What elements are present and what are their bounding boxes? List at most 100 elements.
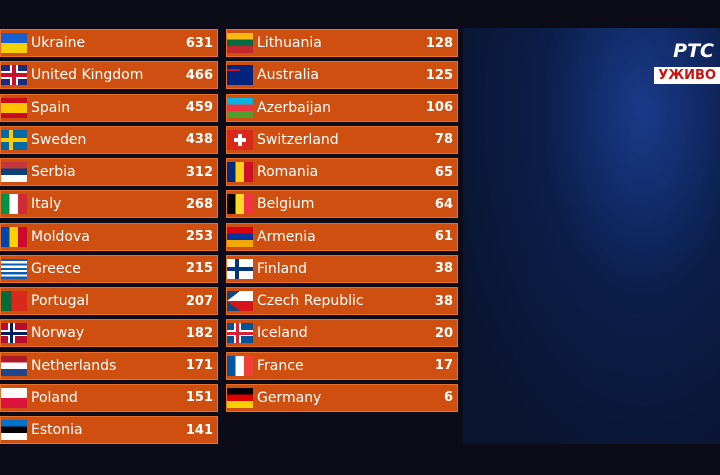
points: 459 bbox=[185, 100, 213, 115]
country-name: Serbia bbox=[31, 164, 76, 180]
points: 466 bbox=[185, 67, 213, 83]
country-name: Estonia bbox=[31, 422, 83, 438]
points: 438 bbox=[185, 132, 213, 148]
scoreboard-row: Armenia 61 bbox=[226, 222, 458, 251]
scoreboard-row: Germany 6 bbox=[226, 383, 458, 412]
scoreboard-row: Azerbaijan 106 bbox=[226, 93, 458, 122]
scoreboard-row: Greece 215 bbox=[0, 254, 218, 283]
country-name: France bbox=[257, 357, 304, 374]
points: 20 bbox=[434, 325, 453, 341]
moldova-flag-icon bbox=[1, 226, 27, 247]
finland-flag-icon bbox=[227, 258, 253, 279]
netherlands-flag-icon bbox=[1, 355, 27, 376]
points: 65 bbox=[434, 164, 453, 180]
scoreboard-row: Serbia 312 bbox=[0, 158, 218, 186]
scoreboard-row: Finland 38 bbox=[226, 254, 458, 283]
points: 253 bbox=[185, 229, 213, 244]
points: 38 bbox=[434, 261, 453, 277]
scoreboard-row: Romania 65 bbox=[226, 158, 458, 186]
australia-flag-icon bbox=[227, 65, 253, 86]
scoreboard-row: Australia 125 bbox=[226, 61, 458, 90]
country-name: Italy bbox=[31, 196, 62, 213]
uk-flag-icon bbox=[1, 65, 27, 86]
points: 17 bbox=[434, 358, 453, 373]
scoreboard-row: Belgium 64 bbox=[226, 190, 458, 219]
scoreboard-row: United Kingdom 466 bbox=[0, 61, 218, 90]
country-name: Greece bbox=[31, 260, 81, 277]
serbia-flag-icon bbox=[1, 162, 27, 182]
ukraine-flag-icon bbox=[1, 33, 27, 53]
points: 125 bbox=[425, 67, 453, 83]
points: 78 bbox=[434, 132, 453, 148]
country-name: Ukraine bbox=[31, 35, 86, 51]
country-name: Czech Republic bbox=[257, 293, 364, 309]
country-name: Sweden bbox=[31, 131, 87, 148]
country-name: Poland bbox=[31, 389, 78, 406]
country-name: Lithuania bbox=[257, 35, 322, 51]
scoreboard-row: Italy 268 bbox=[0, 190, 218, 219]
spain-flag-icon bbox=[1, 97, 27, 118]
country-name: Netherlands bbox=[31, 357, 117, 374]
scoreboard-row: Estonia 141 bbox=[0, 416, 218, 444]
points: 64 bbox=[434, 196, 453, 212]
rts-logo: РТС bbox=[673, 40, 714, 62]
romania-flag-icon bbox=[227, 162, 253, 182]
lithuania-flag-icon bbox=[227, 33, 253, 53]
country-name: Armenia bbox=[257, 228, 316, 245]
scoreboard-row: Lithuania 128 bbox=[226, 29, 458, 57]
azerbaijan-flag-icon bbox=[227, 97, 253, 118]
scoreboard-row: Switzerland 78 bbox=[226, 125, 458, 154]
scoreboard-row: Spain 459 bbox=[0, 93, 218, 122]
sweden-flag-icon bbox=[1, 129, 27, 150]
scoreboard-row: Netherlands 171 bbox=[0, 351, 218, 380]
scoreboard-row: Czech Republic 38 bbox=[226, 287, 458, 315]
points: 171 bbox=[185, 358, 213, 373]
points: 215 bbox=[185, 261, 213, 277]
points: 6 bbox=[443, 390, 453, 406]
points: 631 bbox=[185, 35, 213, 51]
country-name: Australia bbox=[257, 67, 319, 84]
scoreboard-row: Ukraine 631 bbox=[0, 29, 218, 57]
scoreboard-row: Norway 182 bbox=[0, 319, 218, 348]
scoreboard-row: Sweden 438 bbox=[0, 125, 218, 154]
scoreboard-row: Iceland 20 bbox=[226, 319, 458, 348]
country-name: Belgium bbox=[257, 196, 315, 213]
belgium-flag-icon bbox=[227, 194, 253, 215]
scoreboard-row: Moldova 253 bbox=[0, 222, 218, 251]
points: 106 bbox=[425, 100, 453, 115]
czech-flag-icon bbox=[227, 291, 253, 311]
points: 128 bbox=[425, 35, 453, 51]
points: 151 bbox=[185, 390, 213, 406]
scoreboard-row: France 17 bbox=[226, 351, 458, 380]
points: 207 bbox=[185, 293, 213, 309]
country-name: Moldova bbox=[31, 228, 90, 245]
points: 268 bbox=[185, 196, 213, 212]
country-name: Iceland bbox=[257, 325, 308, 342]
points: 182 bbox=[185, 325, 213, 341]
france-flag-icon bbox=[227, 355, 253, 376]
italy-flag-icon bbox=[1, 194, 27, 215]
greece-flag-icon bbox=[1, 258, 27, 279]
country-name: United Kingdom bbox=[31, 67, 144, 84]
country-name: Norway bbox=[31, 325, 85, 342]
country-name: Azerbaijan bbox=[257, 99, 331, 116]
estonia-flag-icon bbox=[1, 420, 27, 440]
points: 312 bbox=[185, 164, 213, 180]
norway-flag-icon bbox=[1, 323, 27, 344]
country-name: Switzerland bbox=[257, 131, 339, 148]
iceland-flag-icon bbox=[227, 323, 253, 344]
poland-flag-icon bbox=[1, 387, 27, 408]
country-name: Spain bbox=[31, 99, 71, 116]
germany-flag-icon bbox=[227, 387, 253, 408]
points: 38 bbox=[434, 293, 453, 309]
live-video-feed: РТС УЖИВО bbox=[463, 28, 720, 444]
country-name: Portugal bbox=[31, 293, 89, 309]
points: 61 bbox=[434, 229, 453, 244]
switzerland-flag-icon bbox=[227, 129, 253, 150]
portugal-flag-icon bbox=[1, 291, 27, 311]
scoreboard-row: Portugal 207 bbox=[0, 287, 218, 315]
points: 141 bbox=[185, 422, 213, 438]
scoreboard-row: Poland 151 bbox=[0, 383, 218, 412]
country-name: Germany bbox=[257, 389, 322, 406]
live-badge: УЖИВО bbox=[654, 67, 720, 84]
